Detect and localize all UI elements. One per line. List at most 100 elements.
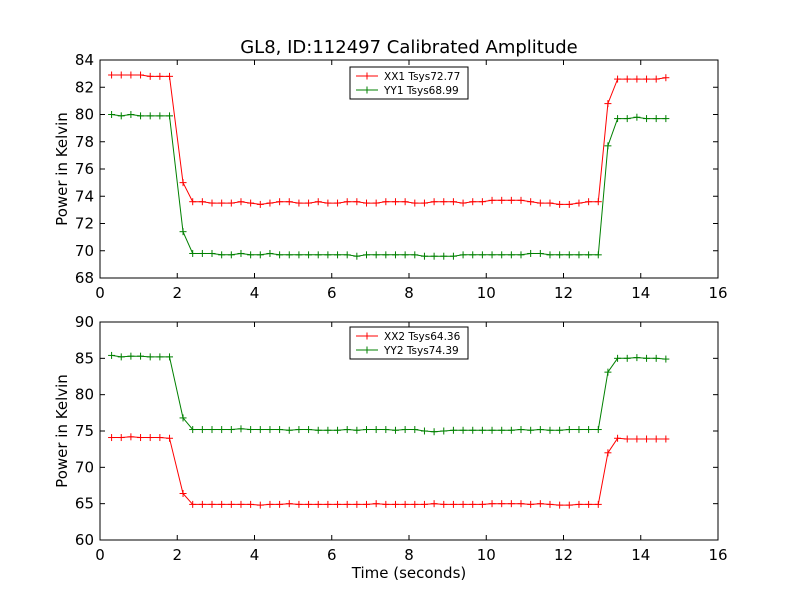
data-point: [623, 435, 631, 443]
data-point: [633, 435, 641, 443]
data-point: [137, 352, 145, 360]
data-point: [324, 251, 332, 259]
data-point: [372, 199, 380, 207]
legend-label: YY1 Tsys68.99: [383, 85, 459, 97]
data-point: [585, 500, 593, 508]
plot-frame: [99, 59, 719, 279]
data-point: [218, 199, 226, 207]
x-tick-label: 14: [631, 546, 650, 564]
data-point: [266, 500, 274, 508]
figure-title: GL8, ID:112497 Calibrated Amplitude: [240, 37, 578, 58]
data-point: [594, 198, 602, 206]
data-point: [633, 113, 641, 121]
data-point: [507, 500, 515, 508]
y-axis-label: Power in Kelvin: [53, 112, 71, 226]
data-point: [285, 500, 293, 508]
data-point: [488, 500, 496, 508]
data-point: [127, 433, 135, 441]
data-point: [440, 252, 448, 260]
data-point: [478, 500, 486, 508]
data-point: [295, 199, 303, 207]
data-point: [218, 426, 226, 434]
data-point: [314, 426, 322, 434]
data-point: [507, 196, 515, 204]
data-point: [517, 426, 525, 434]
data-point: [401, 426, 409, 434]
y-tick-label: 60: [75, 531, 94, 549]
data-point: [247, 251, 255, 259]
y-tick-label: 76: [75, 160, 94, 178]
data-point: [343, 198, 351, 206]
data-point: [353, 198, 361, 206]
data-point: [643, 115, 651, 123]
series-1: [108, 71, 670, 208]
series-line: [111, 74, 666, 205]
x-tick-label: 16: [708, 546, 727, 564]
data-point: [285, 251, 293, 259]
data-point: [218, 500, 226, 508]
data-point: [643, 435, 651, 443]
data-point: [108, 434, 116, 442]
y-tick-label: 80: [75, 386, 94, 404]
data-point: [179, 179, 187, 187]
x-tick-label: 2: [172, 284, 182, 302]
x-tick-label: 8: [404, 546, 414, 564]
data-point: [411, 426, 419, 434]
x-tick-label: 10: [477, 546, 496, 564]
data-point: [401, 198, 409, 206]
y-tick-label: 82: [75, 78, 94, 96]
data-point: [227, 500, 235, 508]
data-point: [305, 251, 313, 259]
data-point: [198, 500, 206, 508]
data-point: [276, 426, 284, 434]
legend-label: XX1 Tsys72.77: [384, 71, 460, 83]
data-point: [652, 354, 660, 362]
data-point: [662, 74, 670, 82]
data-point: [127, 352, 135, 360]
y-tick-label: 90: [75, 313, 94, 331]
data-point: [478, 426, 486, 434]
data-point: [614, 115, 622, 123]
data-point: [334, 199, 342, 207]
data-point: [256, 200, 264, 208]
data-point: [565, 501, 573, 509]
data-point: [469, 198, 477, 206]
data-point: [420, 199, 428, 207]
data-point: [401, 500, 409, 508]
data-point: [117, 112, 125, 120]
data-point: [146, 72, 154, 80]
data-point: [237, 425, 245, 433]
data-point: [517, 196, 525, 204]
data-point: [117, 434, 125, 442]
x-tick-label: 0: [95, 546, 105, 564]
data-point: [305, 500, 313, 508]
data-point: [652, 435, 660, 443]
data-point: [623, 115, 631, 123]
data-point: [536, 426, 544, 434]
data-point: [166, 112, 174, 120]
data-point: [305, 426, 313, 434]
data-point: [179, 228, 187, 236]
data-point: [459, 426, 467, 434]
data-point: [198, 249, 206, 257]
y-tick-label: 75: [75, 422, 94, 440]
data-point: [334, 426, 342, 434]
data-point: [391, 500, 399, 508]
data-point: [314, 500, 322, 508]
data-point: [137, 71, 145, 79]
x-tick-label: 14: [631, 284, 650, 302]
data-point: [449, 500, 457, 508]
data-point: [440, 198, 448, 206]
data-point: [372, 500, 380, 508]
data-point: [391, 251, 399, 259]
data-point: [391, 426, 399, 434]
data-point: [594, 500, 602, 508]
data-point: [488, 251, 496, 259]
data-point: [575, 426, 583, 434]
data-point: [266, 249, 274, 257]
data-point: [146, 434, 154, 442]
data-point: [237, 500, 245, 508]
y-tick-label: 65: [75, 495, 94, 513]
data-point: [440, 427, 448, 435]
